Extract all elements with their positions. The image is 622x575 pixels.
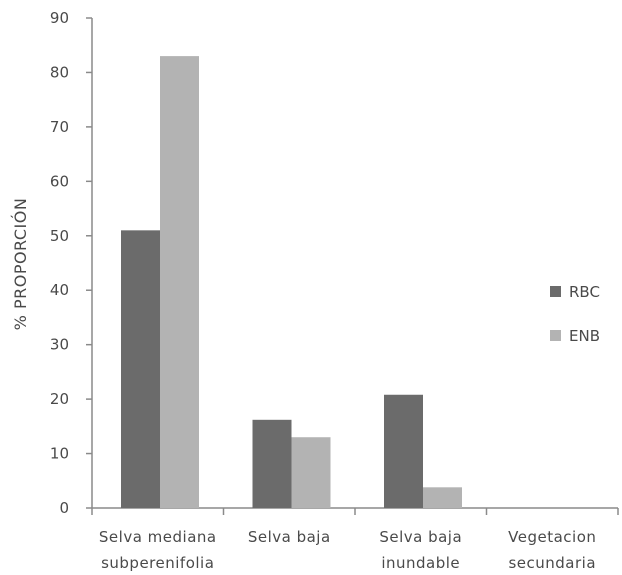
y-axis: 0 10 20 30 40 50 60 70 80 90 [50,9,93,517]
bar-enb-1 [291,437,331,508]
bar-rbc-0 [121,230,160,509]
bar-enb-0 [160,56,199,508]
legend-label-enb: ENB [569,327,600,345]
y-tick-label: 10 [50,445,69,463]
y-tick-label: 40 [50,281,69,299]
category-label: inundable [381,554,460,572]
y-axis-title: % PROPORCIÓN [11,198,30,331]
y-tick-label: 80 [50,63,69,81]
category-labels: Selva mediana subperenifolia Selva baja Sel… [99,528,596,572]
legend: RBC ENB [550,283,600,345]
y-tick-label: 60 [50,172,69,190]
category-label: subperenifolia [101,554,214,572]
category-label: Vegetacion [508,528,596,546]
y-tick-label: 50 [50,227,69,245]
legend-swatch-rbc [550,286,561,297]
y-tick-label: 20 [50,390,69,408]
category-label: secundaria [508,554,596,572]
y-tick-label: 70 [50,118,69,136]
y-tick-label: 30 [50,336,69,354]
y-tick-label: 0 [59,499,69,517]
legend-swatch-enb [550,330,561,341]
bar-rbc-2 [384,394,423,508]
x-axis [91,507,619,515]
bar-enb-2 [423,487,462,508]
category-label: Selva baja [379,528,462,546]
bars [121,56,462,509]
bar-rbc-1 [252,419,292,508]
category-label: Selva baja [248,528,331,546]
legend-label-rbc: RBC [569,283,600,301]
y-tick-label: 90 [50,9,69,27]
category-label: Selva mediana [99,528,217,546]
